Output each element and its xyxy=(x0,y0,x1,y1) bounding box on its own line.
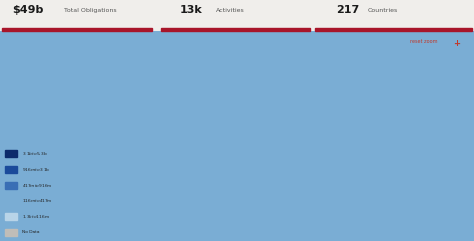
Text: 217: 217 xyxy=(337,5,360,15)
Bar xyxy=(5,182,17,188)
Bar xyxy=(161,28,310,31)
Text: $49b: $49b xyxy=(12,5,43,15)
Bar xyxy=(5,229,17,236)
Bar xyxy=(5,150,17,157)
Text: No Data: No Data xyxy=(22,230,40,234)
Text: 13k: 13k xyxy=(180,5,203,15)
Bar xyxy=(5,213,17,220)
Text: reset zoom: reset zoom xyxy=(410,39,438,44)
Text: $116m to $417m: $116m to $417m xyxy=(22,197,53,204)
Text: +: + xyxy=(454,39,461,48)
Bar xyxy=(2,28,152,31)
Text: $1.3k to $116m: $1.3k to $116m xyxy=(22,213,50,220)
Text: $417m to $916m: $417m to $916m xyxy=(22,182,53,189)
Text: Activities: Activities xyxy=(216,7,245,13)
Bar xyxy=(5,166,17,173)
Bar xyxy=(315,28,472,31)
Bar xyxy=(5,197,17,204)
Text: $916m to $3.1b: $916m to $3.1b xyxy=(22,166,51,173)
Text: Total Obligations: Total Obligations xyxy=(64,7,117,13)
Text: Countries: Countries xyxy=(367,7,398,13)
Text: $3.1b to $5.3b: $3.1b to $5.3b xyxy=(22,150,48,157)
